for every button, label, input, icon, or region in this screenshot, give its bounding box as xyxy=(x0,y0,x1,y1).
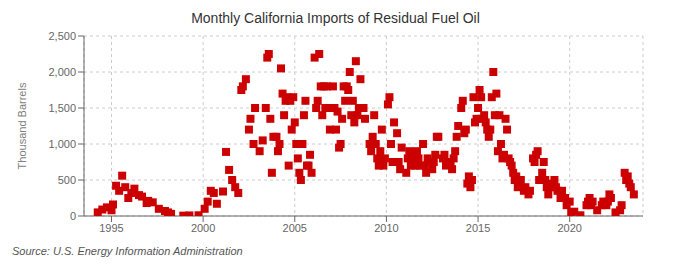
svg-text:500: 500 xyxy=(58,174,76,186)
svg-text:1,000: 1,000 xyxy=(48,138,76,150)
svg-text:Thousand Barrels: Thousand Barrels xyxy=(16,82,28,169)
svg-text:1995: 1995 xyxy=(99,222,123,234)
svg-text:2005: 2005 xyxy=(283,222,307,234)
svg-text:2,000: 2,000 xyxy=(48,66,76,78)
html-text:Monthly California Imports of: Monthly California Imports of Residual F… xyxy=(191,10,480,26)
svg-text:0: 0 xyxy=(70,210,76,222)
svg-text:1,500: 1,500 xyxy=(48,102,76,114)
svg-text:2000: 2000 xyxy=(191,222,215,234)
svg-text:2020: 2020 xyxy=(557,222,581,234)
html-text:Source: U.S. Energy Informatio: Source: U.S. Energy Information Administ… xyxy=(12,245,243,257)
svg-text:2010: 2010 xyxy=(374,222,398,234)
svg-text:2,500: 2,500 xyxy=(48,30,76,42)
svg-text:2015: 2015 xyxy=(466,222,490,234)
